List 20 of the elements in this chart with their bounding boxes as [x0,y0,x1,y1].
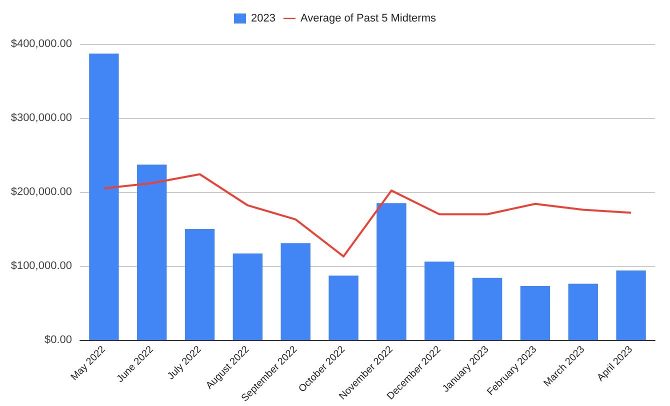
bar [184,229,215,340]
legend-label: Average of Past 5 Midterms [300,12,436,24]
bar [280,243,310,340]
bar [376,203,406,340]
y-tick-label: $300,000.00 [10,112,72,124]
line-series [102,173,632,258]
bar [137,164,167,340]
bar [328,276,358,340]
y-tick-label: $100,000.00 [10,260,72,272]
legend-label: 2023 [251,12,276,24]
bar [520,286,550,340]
y-tick-label: $200,000.00 [10,186,72,198]
bar [472,278,502,340]
y-tick-label: $400,000.00 [10,38,72,50]
bar [232,253,263,340]
bar [616,270,646,340]
bar [568,284,598,340]
y-tick-label: $0.00 [44,334,72,346]
bar [424,262,454,340]
bar [89,54,119,340]
